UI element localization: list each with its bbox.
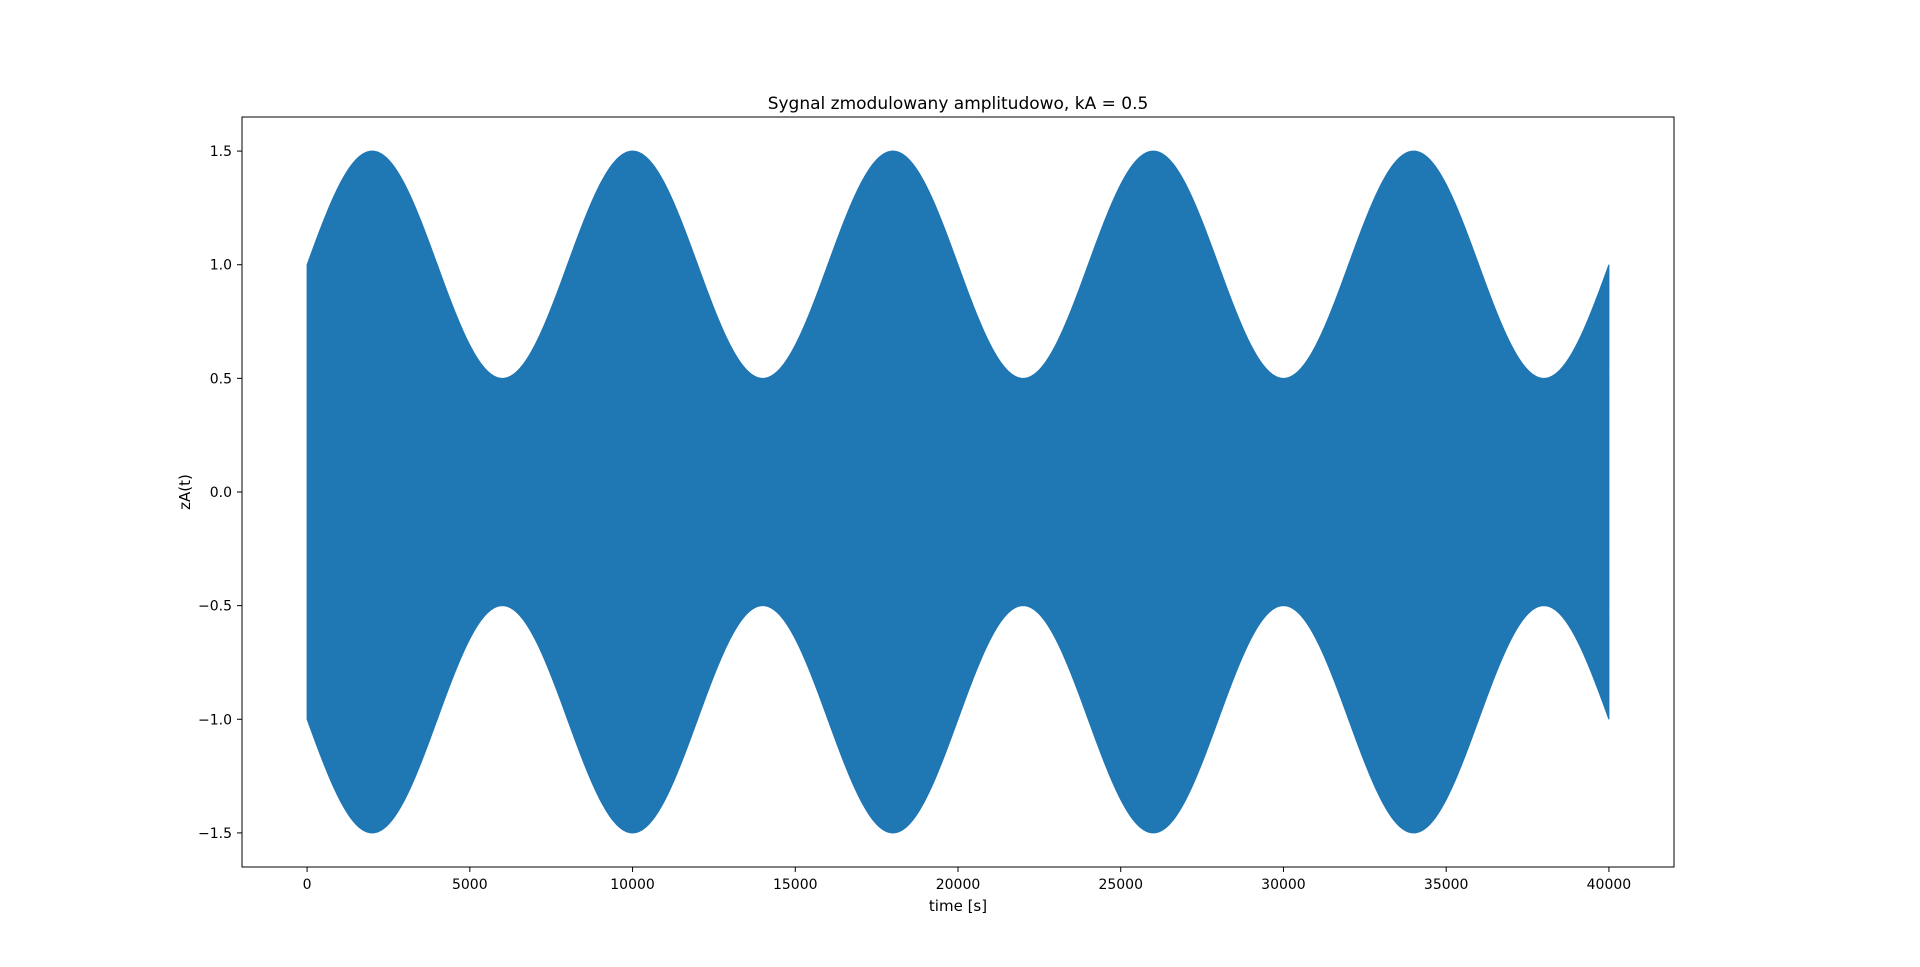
x-tick-label: 15000: [773, 877, 818, 893]
y-tick-label: 1.0: [210, 258, 232, 274]
x-tick-label: 0: [303, 877, 312, 893]
y-tick-label: −0.5: [198, 599, 232, 615]
x-tick-label: 30000: [1261, 877, 1306, 893]
x-tick-label: 10000: [610, 877, 655, 893]
x-tick-label: 5000: [452, 877, 488, 893]
x-axis-label: time [s]: [929, 897, 987, 915]
signal-band: [306, 150, 1610, 834]
y-tick-label: −1.0: [198, 712, 232, 728]
plot-layer: [306, 150, 1610, 834]
x-axis: 0 5000 10000 15000 20000 25000 30000 35000 40000: [303, 867, 1632, 893]
y-tick-label: 1.5: [210, 144, 232, 160]
y-axis-label: zA(t): [176, 474, 194, 510]
y-tick-label: 0.0: [210, 485, 232, 501]
x-tick-label: 35000: [1424, 877, 1469, 893]
x-tick-label: 20000: [936, 877, 981, 893]
chart-title: Sygnal zmodulowany amplitudowo, kA = 0.5: [768, 94, 1149, 114]
x-tick-label: 40000: [1587, 877, 1632, 893]
y-tick-label: 0.5: [210, 371, 232, 387]
x-tick-label: 25000: [1098, 877, 1143, 893]
y-axis: 1.5 1.0 0.5 0.0 −0.5 −1.0 −1.5: [198, 144, 242, 842]
y-tick-label: −1.5: [198, 826, 232, 842]
